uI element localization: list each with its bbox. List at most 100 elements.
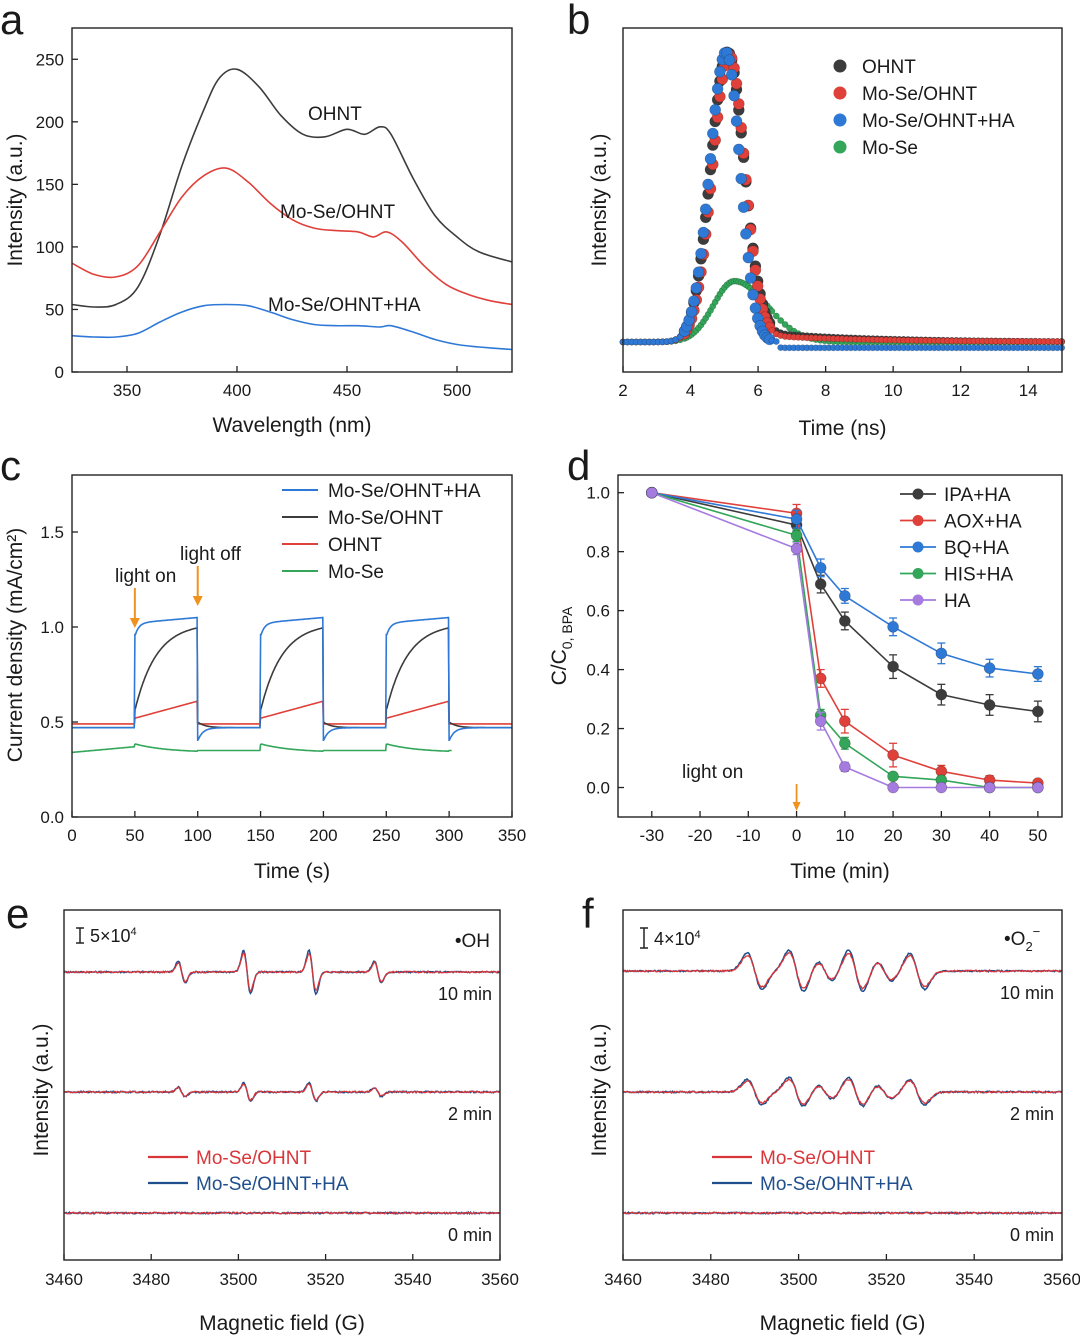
data-point [839, 615, 851, 627]
data-point [887, 770, 899, 783]
legend-label: Mo-Se/OHNT [328, 508, 443, 529]
species-main: •O [1004, 929, 1025, 950]
series-his-ha [645, 486, 1044, 794]
x-tick-label: 10 [884, 381, 903, 400]
panel-letter-d: d [567, 442, 590, 489]
y-axis-title: Intensity (a.u.) [30, 1023, 53, 1156]
series-line-mo-se-ohnt [71, 167, 513, 306]
x-tick-label: 500 [443, 381, 471, 400]
x-tick-label: -10 [736, 826, 761, 845]
y-tick-label: 0.8 [586, 543, 610, 562]
legend-label: AOX+HA [944, 512, 1022, 533]
data-point [723, 54, 736, 66]
data-point [839, 590, 851, 602]
series-line-mo-se-ohnt [72, 627, 512, 729]
plot-frame [622, 27, 1063, 373]
x-tick-label: 40 [980, 826, 999, 845]
arrow-head [792, 802, 801, 811]
plot-frame [71, 474, 513, 818]
legend-marker [833, 86, 847, 100]
data-point [714, 65, 726, 78]
x-tick-label: 150 [246, 826, 274, 845]
y-tick-label: 250 [36, 50, 64, 69]
epr-trace-mo-se-ohnt [622, 952, 1063, 990]
trace-time-label: 10 min [438, 984, 492, 1004]
plot-frame [63, 909, 501, 1261]
x-tick-label: 3500 [780, 1270, 818, 1289]
legend-label: Mo-Se [328, 562, 384, 583]
series-line [651, 491, 1038, 789]
plot-frame [622, 909, 1063, 1261]
data-point [737, 201, 750, 213]
y-axis-title: C/C0, BPA [548, 606, 575, 685]
legend-marker [912, 515, 924, 526]
x-axis-title: Magnetic field (G) [760, 1312, 926, 1335]
legend-marker [833, 140, 847, 154]
scale-bar-label: 5×104 [90, 926, 137, 946]
data-point [672, 336, 680, 344]
x-tick-label: 3480 [132, 1270, 170, 1289]
legend-label: Mo-Se/OHNT+HA [760, 1174, 913, 1195]
epr-trace-mo-se-ohnt [63, 1211, 501, 1215]
y-axis-title: Current density (mA/cm²) [4, 528, 27, 763]
legend-marker [912, 488, 924, 500]
legend-label: OHNT [862, 57, 916, 78]
series-ha [645, 486, 1044, 794]
data-point [692, 266, 705, 279]
data-point [839, 715, 851, 727]
series-line-mo-se-ohnt-ha [72, 616, 512, 742]
legend-marker [912, 541, 924, 553]
series-line-ohnt [72, 700, 512, 725]
legend-label: BQ+HA [944, 538, 1009, 559]
y-tick-label: 100 [36, 238, 64, 257]
x-tick-label: 450 [333, 381, 361, 400]
data-point [706, 127, 719, 140]
light-on-annotation: light on [682, 762, 743, 783]
data-point [790, 513, 803, 526]
x-tick-label: 3480 [692, 1270, 730, 1289]
data-point [790, 529, 803, 542]
trace-time-label: 2 min [448, 1104, 492, 1124]
curve-label: OHNT [308, 104, 362, 125]
panel-d: d -30 -20 -10 0 10 20 30 40 50 0.0 0.2 0.4 0.6 0.8 1.0 T… [548, 442, 1063, 883]
series-mo-se-ohnt-ha [619, 46, 1066, 352]
data-point [1032, 781, 1044, 794]
data-point [751, 280, 764, 292]
x-tick-label: 3460 [604, 1270, 642, 1289]
series-line [651, 491, 1038, 784]
series-line-mo-se [71, 743, 452, 754]
y-axis-title-sub: 0, BPA [559, 606, 575, 649]
x-tick-label: 3540 [955, 1270, 993, 1289]
y-tick-label: 1.0 [586, 484, 610, 503]
series-line-ohnt [71, 68, 513, 308]
y-tick-label: 200 [36, 113, 64, 132]
data-point [697, 226, 710, 239]
panel-letter-a: a [0, 0, 24, 43]
x-tick-label: 400 [223, 381, 251, 400]
x-tick-label: 4 [686, 381, 695, 400]
panel-letter-c: c [0, 442, 21, 489]
series-line [651, 491, 1038, 789]
data-point [935, 781, 948, 794]
light-annotation: light off [180, 544, 242, 565]
data-point [685, 305, 698, 318]
data-point [699, 203, 712, 215]
x-tick-label: 14 [1019, 381, 1038, 400]
data-point [887, 749, 899, 761]
arrow-head [129, 618, 140, 628]
epr-trace-mo-se-ohnt [622, 1078, 1063, 1106]
x-tick-label: 350 [498, 826, 526, 845]
data-point [786, 324, 793, 332]
legend-label: Mo-Se/OHNT [862, 84, 977, 105]
data-point [744, 272, 757, 284]
y-axis-title-main: C/C [548, 649, 571, 685]
data-point [688, 295, 700, 307]
epr-trace-mo-se-ohnt [63, 951, 501, 993]
data-point [887, 660, 899, 673]
species-sup: − [1033, 924, 1041, 939]
x-tick-label: 0 [67, 826, 76, 845]
x-tick-label: 3540 [394, 1270, 432, 1289]
legend-marker [912, 594, 924, 606]
curve-label: Mo-Se/OHNT [280, 202, 395, 223]
